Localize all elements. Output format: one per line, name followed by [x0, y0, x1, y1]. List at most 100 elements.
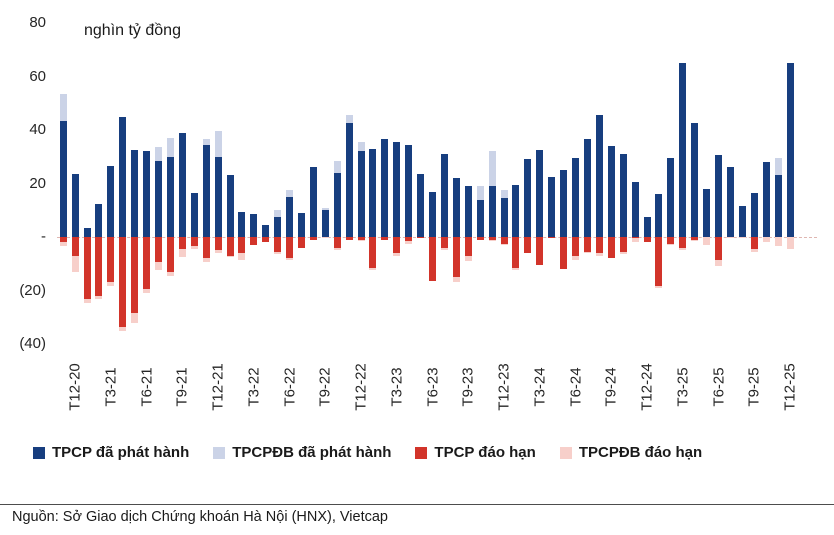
- bar-segment-tpcp-issued: [786, 63, 794, 237]
- bar-segment-tpcp-matured: [71, 237, 79, 256]
- bar-segment-tpcp-issued: [71, 174, 79, 237]
- bar-segment-tpcpdb-issued: [488, 151, 496, 187]
- bar-segment-tpcp-issued: [417, 174, 425, 237]
- bar-segment-tpcpdb-issued: [357, 142, 365, 152]
- bar-segment-tpcp-issued: [178, 132, 186, 237]
- bar-segment-tpcpdb-matured: [452, 277, 460, 283]
- bar-segment-tpcpdb-issued: [333, 160, 341, 173]
- bar-segment-tpcpdb-matured: [214, 250, 222, 254]
- bar-segment-tpcp-matured: [393, 237, 401, 254]
- bar-segment-tpcp-issued: [190, 192, 198, 237]
- bar-segment-tpcp-issued: [381, 139, 389, 237]
- bar-segment-tpcp-matured: [369, 237, 377, 268]
- bar-segment-tpcp-matured: [333, 237, 341, 248]
- bar-segment-tpcpdb-matured: [500, 243, 508, 246]
- bar-segment-tpcp-matured: [667, 237, 675, 244]
- bar-segment-tpcp-issued: [250, 214, 258, 237]
- x-axis-tick-label: T3-23: [388, 367, 406, 407]
- bar-segment-tpcp-matured: [595, 237, 603, 254]
- bar-segment-tpcpdb-matured: [71, 255, 79, 272]
- x-axis-tick-label: T12-21: [209, 363, 227, 411]
- bar-segment-tpcp-issued: [369, 148, 377, 237]
- bar-segment-tpcp-issued: [572, 158, 580, 237]
- footer-divider-line: [0, 504, 834, 505]
- bar-segment-tpcp-matured: [95, 237, 103, 296]
- bar-segment-tpcp-issued: [238, 211, 246, 237]
- bar-segment-tpcpdb-issued: [321, 207, 329, 211]
- x-axis-tick-label: T9-23: [459, 367, 477, 407]
- bar-segment-tpcp-matured: [119, 237, 127, 327]
- bar-segment-tpcp-issued: [583, 139, 591, 237]
- bar-chart-plot-area: nghìn tỷ đồng 80 60 40 20 - (20) (40) T12-20 T3-…: [19, 14, 817, 411]
- bar-segment-tpcpdb-matured: [667, 243, 675, 246]
- x-axis-tick-label: T6-21: [138, 367, 156, 407]
- bar-segment-tpcp-issued: [655, 194, 663, 237]
- bar-segment-tpcpdb-matured: [405, 241, 413, 244]
- bar-segment-tpcp-matured: [226, 237, 234, 256]
- bar-segment-tpcpdb-matured: [143, 289, 151, 294]
- bar-segment-tpcp-matured: [500, 237, 508, 244]
- bar-segment-tpcp-matured: [643, 237, 651, 243]
- bar-segment-tpcp-matured: [548, 237, 556, 239]
- bar-segment-tpcpdb-matured: [107, 282, 115, 287]
- bar-segment-tpcpdb-issued: [774, 158, 782, 176]
- bar-segment-tpcp-issued: [703, 188, 711, 237]
- bar-segment-tpcp-matured: [572, 237, 580, 256]
- bar-segment-tpcp-issued: [488, 186, 496, 237]
- legend-label: TPCP đáo hạn: [434, 444, 536, 461]
- bar-segment-tpcpdb-matured: [774, 237, 782, 247]
- bar-segment-tpcp-matured: [750, 237, 758, 250]
- x-axis-tick-label: T12-20: [66, 363, 84, 411]
- x-axis-tick-label: T6-24: [567, 367, 585, 407]
- y-axis-tick-label: (20): [19, 281, 46, 299]
- bar-segment-tpcp-issued: [750, 192, 758, 237]
- bar-segment-tpcp-issued: [155, 160, 163, 237]
- bar-segment-tpcp-issued: [667, 158, 675, 237]
- bar-segment-tpcp-issued: [440, 154, 448, 237]
- y-axis-tick-label: 20: [29, 174, 46, 192]
- bar-segment-tpcpdb-issued: [155, 147, 163, 161]
- bar-segment-tpcp-issued: [643, 216, 651, 237]
- bar-segment-tpcp-issued: [214, 156, 222, 237]
- x-axis-tick-label: T3-24: [531, 367, 549, 407]
- bar-segment-tpcp-matured: [286, 237, 294, 259]
- bar-segment-tpcp-issued: [226, 175, 234, 237]
- bar-segment-tpcp-issued: [333, 172, 341, 237]
- bar-segment-tpcpdb-matured: [131, 313, 139, 323]
- bar-segment-tpcp-matured: [178, 237, 186, 250]
- bar-segment-tpcpdb-matured: [583, 251, 591, 254]
- y-axis-tick-label: -: [41, 228, 46, 245]
- bar-segment-tpcpdb-matured: [655, 286, 663, 288]
- bar-segment-tpcp-matured: [429, 237, 437, 282]
- bar-segment-tpcp-matured: [59, 237, 67, 243]
- bar-segment-tpcp-matured: [143, 237, 151, 290]
- bar-segment-tpcpdb-issued: [166, 138, 174, 157]
- bar-segment-tpcp-issued: [595, 115, 603, 237]
- bar-segment-tpcp-issued: [131, 150, 139, 237]
- bar-segment-tpcp-matured: [524, 237, 532, 254]
- x-axis-tick-label: T9-25: [745, 367, 763, 407]
- bar-segment-tpcpdb-matured: [238, 253, 246, 260]
- bar-segment-tpcp-matured: [238, 237, 246, 254]
- bar-segment-tpcp-issued: [357, 151, 365, 237]
- bar-segment-tpcp-issued: [512, 184, 520, 237]
- bar-segment-tpcpdb-matured: [679, 247, 687, 251]
- bar-segment-tpcp-issued: [345, 123, 353, 237]
- bar-segment-tpcp-matured: [607, 237, 615, 259]
- bar-segment-tpcp-matured: [274, 237, 282, 252]
- x-axis-tick-label: T12-24: [638, 363, 656, 411]
- bar-segment-tpcp-issued: [762, 162, 770, 237]
- bar-segment-tpcp-matured: [417, 237, 425, 239]
- bar-segment-tpcp-matured: [250, 237, 258, 246]
- bar-segment-tpcpdb-matured: [703, 237, 711, 246]
- chart-unit-label: nghìn tỷ đồng: [84, 22, 181, 39]
- bar-segment-tpcp-matured: [131, 237, 139, 314]
- bar-segment-tpcpdb-issued: [286, 190, 294, 197]
- x-axis-tick-label: T9-24: [602, 367, 620, 407]
- bar-segment-tpcpdb-issued: [274, 210, 282, 217]
- bar-segment-tpcpdb-matured: [691, 239, 699, 241]
- bar-segment-tpcp-issued: [286, 196, 294, 237]
- bar-segment-tpcp-matured: [345, 237, 353, 240]
- legend-item-tpcp-issued: TPCP đã phát hành: [33, 444, 189, 461]
